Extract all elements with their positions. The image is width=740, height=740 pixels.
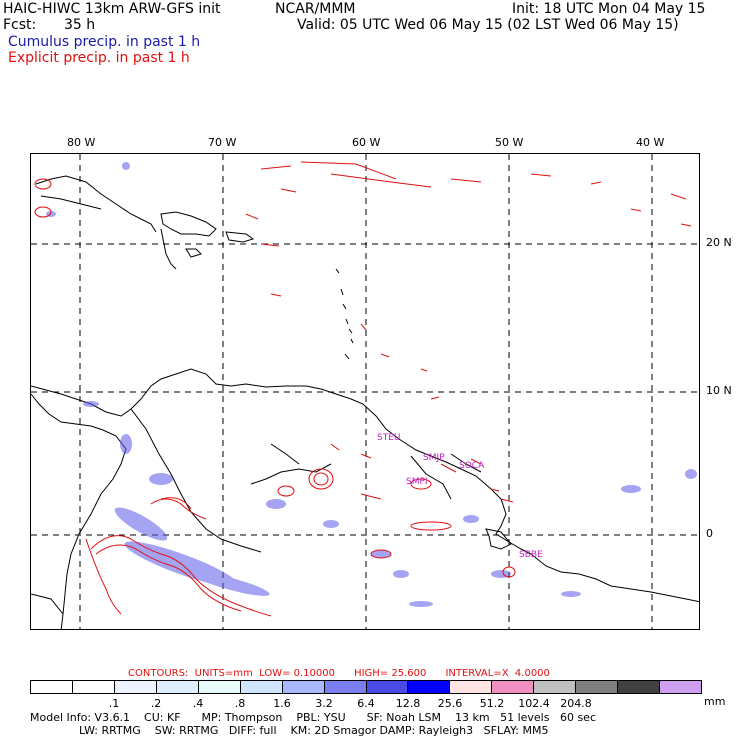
- colorbar-tick-label: 12.8: [395, 697, 421, 710]
- colorbar-segment: [156, 681, 199, 693]
- precip-map: STEU SMJP SOCA SMPI SBBE: [30, 153, 700, 630]
- colorbar: [30, 680, 702, 694]
- colorbar-segment: [282, 681, 325, 693]
- colorbar-tick-label: 102.4: [518, 697, 550, 710]
- region-steu: STEU: [377, 433, 400, 443]
- map-canvas: STEU SMJP SOCA SMPI SBBE: [31, 154, 699, 629]
- lon-label-50w: 50 W: [495, 136, 524, 149]
- model-title: HAIC-HIWC 13km ARW-GFS init: [3, 1, 221, 17]
- region-smpi: SMPI: [406, 477, 428, 487]
- contours-low: LOW= 0.10000: [259, 668, 335, 679]
- forecast-label: Fcst:: [3, 17, 37, 33]
- model-info-line2: LW: RRTMG SW: RRTMG DIFF: full KM: 2D Sm…: [30, 724, 549, 737]
- colorbar-segment: [240, 681, 283, 693]
- colorbar-tick-label: 6.4: [357, 697, 375, 710]
- colorbar-tick-label: .2: [150, 697, 162, 710]
- lon-label-80w: 80 W: [67, 136, 96, 149]
- colorbar-segment: [31, 681, 73, 693]
- colorbar-segment: [492, 681, 535, 693]
- colorbar-tick-label: .8: [234, 697, 246, 710]
- org-label: NCAR/MMM: [275, 1, 356, 17]
- colorbar-tick-label: 204.8: [560, 697, 592, 710]
- coastlines: [31, 175, 699, 629]
- cumulus-precip: [46, 162, 697, 607]
- region-soca: SOCA: [459, 461, 485, 471]
- contours-interval: INTERVAL=X 4.0000: [445, 668, 550, 679]
- colorbar-segment: [366, 681, 409, 693]
- init-time: Init: 18 UTC Mon 04 May 15: [512, 1, 706, 17]
- colorbar-tick-label: .4: [192, 697, 204, 710]
- colorbar-tick-label: 25.6: [437, 697, 463, 710]
- colorbar-segment: [198, 681, 241, 693]
- contours-units: UNITS=mm: [194, 668, 253, 679]
- colorbar-segment: [534, 681, 577, 693]
- lon-label-60w: 60 W: [352, 136, 381, 149]
- explicit-legend: Explicit precip. in past 1 h: [8, 50, 190, 66]
- colorbar-segment: [408, 681, 451, 693]
- colorbar-tick-label: 51.2: [479, 697, 505, 710]
- region-smjp: SMJP: [423, 453, 445, 463]
- colorbar-tick-label: 1.6: [273, 697, 291, 710]
- lat-label-10n: 10 N: [706, 384, 732, 397]
- lon-label-70w: 70 W: [208, 136, 237, 149]
- colorbar-units: mm: [704, 695, 726, 708]
- forecast-hours: 35 h: [64, 17, 96, 33]
- colorbar-segment: [114, 681, 157, 693]
- valid-time: Valid: 05 UTC Wed 06 May 15 (02 LST Wed …: [297, 17, 679, 33]
- contours-label: CONTOURS:: [128, 668, 189, 679]
- cumulus-legend: Cumulus precip. in past 1 h: [8, 34, 201, 50]
- colorbar-segment: [660, 681, 701, 693]
- colorbar-tick-label: .1: [108, 697, 120, 710]
- region-sbbe: SBBE: [519, 550, 543, 560]
- colorbar-segment: [324, 681, 367, 693]
- colorbar-segment: [618, 681, 661, 693]
- colorbar-segment: [72, 681, 115, 693]
- colorbar-segment: [450, 681, 493, 693]
- explicit-precip: [34, 161, 692, 617]
- lat-label-20n: 20 N: [706, 236, 732, 249]
- model-info-line1: Model Info: V3.6.1 CU: KF MP: Thompson P…: [30, 711, 597, 724]
- graticule: [31, 154, 699, 629]
- contours-info: CONTOURS: UNITS=mm LOW= 0.10000 HIGH= 25…: [128, 668, 550, 679]
- colorbar-tick-label: 3.2: [315, 697, 333, 710]
- contours-high: HIGH= 25.600: [354, 668, 427, 679]
- colorbar-segment: [576, 681, 619, 693]
- lon-label-40w: 40 W: [636, 136, 665, 149]
- lat-label-0: 0: [706, 527, 713, 540]
